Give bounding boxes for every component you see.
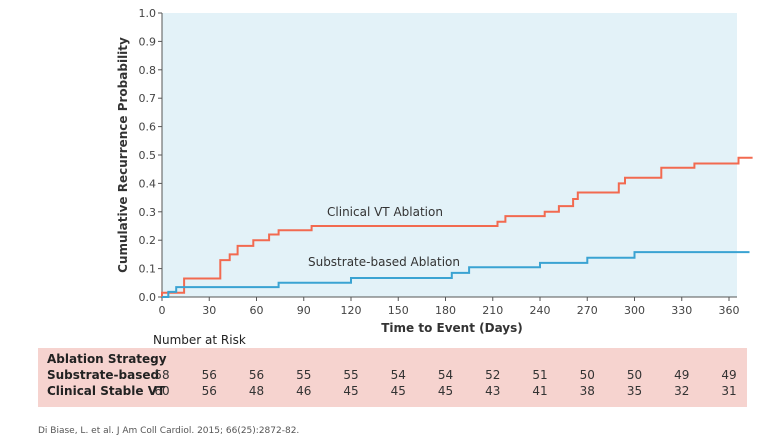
risk-cell: 54 [437, 368, 454, 382]
risk-cell: 51 [532, 368, 548, 382]
risk-cell: 50 [626, 368, 643, 382]
y-axis-title: Cumulative Recurrence Probability [116, 37, 130, 273]
risk-cell: 41 [532, 384, 548, 398]
risk-cell: 52 [485, 368, 501, 382]
risk-cell: 60 [154, 384, 170, 398]
y-tick-label-3: 0.3 [139, 206, 157, 219]
y-tick-label-6: 0.6 [139, 121, 157, 134]
risk-cell: 55 [343, 368, 359, 382]
risk-cell: 45 [390, 384, 406, 398]
y-tick-label-0: 0.0 [139, 291, 157, 304]
risk-cell: 32 [674, 384, 690, 398]
risk-cell: 38 [579, 384, 595, 398]
y-tick-label-5: 0.5 [139, 149, 157, 162]
risk-row-label-clinical: Clinical Stable VT [47, 384, 166, 398]
x-tick-label-8: 240 [530, 304, 551, 317]
km-chart: 0.0 0.1 0.2 0.3 0.4 0.5 0.6 0.7 0.8 0.9 1.0 0 30 60 9… [116, 7, 753, 335]
risk-row-label-substrate: Substrate-based [47, 368, 160, 382]
risk-cell: 45 [437, 384, 454, 398]
risk-cell: 54 [390, 368, 406, 382]
x-tick-label-4: 120 [341, 304, 362, 317]
risk-cell: 56 [248, 368, 265, 382]
risk-table: Ablation Strategy Substrate-based Clinic… [38, 348, 747, 407]
y-tick-label-7: 0.7 [139, 92, 157, 105]
y-tick-label-1: 0.1 [139, 263, 157, 276]
y-tick-label-8: 0.8 [139, 64, 157, 77]
y-tick-label-2: 0.2 [139, 234, 157, 247]
y-axis-ticks: 0.0 0.1 0.2 0.3 0.4 0.5 0.6 0.7 0.8 0.9 1.0 [139, 7, 162, 304]
risk-cell: 55 [296, 368, 312, 382]
y-tick-label-10: 1.0 [139, 7, 157, 20]
series-layer [161, 156, 753, 298]
risk-cell: 50 [579, 368, 595, 382]
risk-cell: 46 [296, 384, 312, 398]
x-tick-label-9: 270 [577, 304, 598, 317]
series-line-clinical-vt [161, 156, 753, 297]
risk-cell: 48 [248, 384, 265, 398]
risk-cell: 31 [721, 384, 737, 398]
risk-table-header: Ablation Strategy [47, 352, 167, 366]
x-tick-label-7: 210 [482, 304, 503, 317]
x-tick-label-3: 90 [297, 304, 311, 317]
x-tick-label-11: 330 [671, 304, 692, 317]
risk-cell: 58 [154, 368, 170, 382]
x-tick-label-2: 60 [250, 304, 264, 317]
risk-cell: 35 [626, 384, 643, 398]
x-tick-label-0: 0 [159, 304, 166, 317]
annotation-clinical: Clinical VT Ablation [327, 205, 443, 219]
x-tick-label-6: 180 [435, 304, 456, 317]
risk-cell: 45 [343, 384, 359, 398]
annotation-substrate: Substrate-based Ablation [308, 255, 460, 269]
x-tick-label-10: 300 [624, 304, 645, 317]
x-axis-ticks: 0 30 60 90 120 150 180 210 240 270 300 330 360 [159, 297, 740, 317]
x-tick-label-12: 360 [719, 304, 740, 317]
series-line-substrate-based [162, 251, 750, 298]
y-tick-label-4: 0.4 [139, 177, 157, 190]
x-tick-label-1: 30 [202, 304, 216, 317]
risk-cell: 49 [674, 368, 690, 382]
risk-cell: 56 [201, 384, 217, 398]
x-tick-label-5: 150 [388, 304, 409, 317]
citation: Di Biase, L. et al. J Am Coll Cardiol. 2… [38, 426, 300, 436]
risk-table-title: Number at Risk [153, 333, 246, 347]
plot-area [162, 13, 737, 297]
risk-cell: 43 [485, 384, 501, 398]
risk-cell: 56 [201, 368, 217, 382]
x-axis-title: Time to Event (Days) [381, 321, 523, 335]
y-tick-label-9: 0.9 [139, 35, 157, 48]
risk-cell: 49 [721, 368, 737, 382]
